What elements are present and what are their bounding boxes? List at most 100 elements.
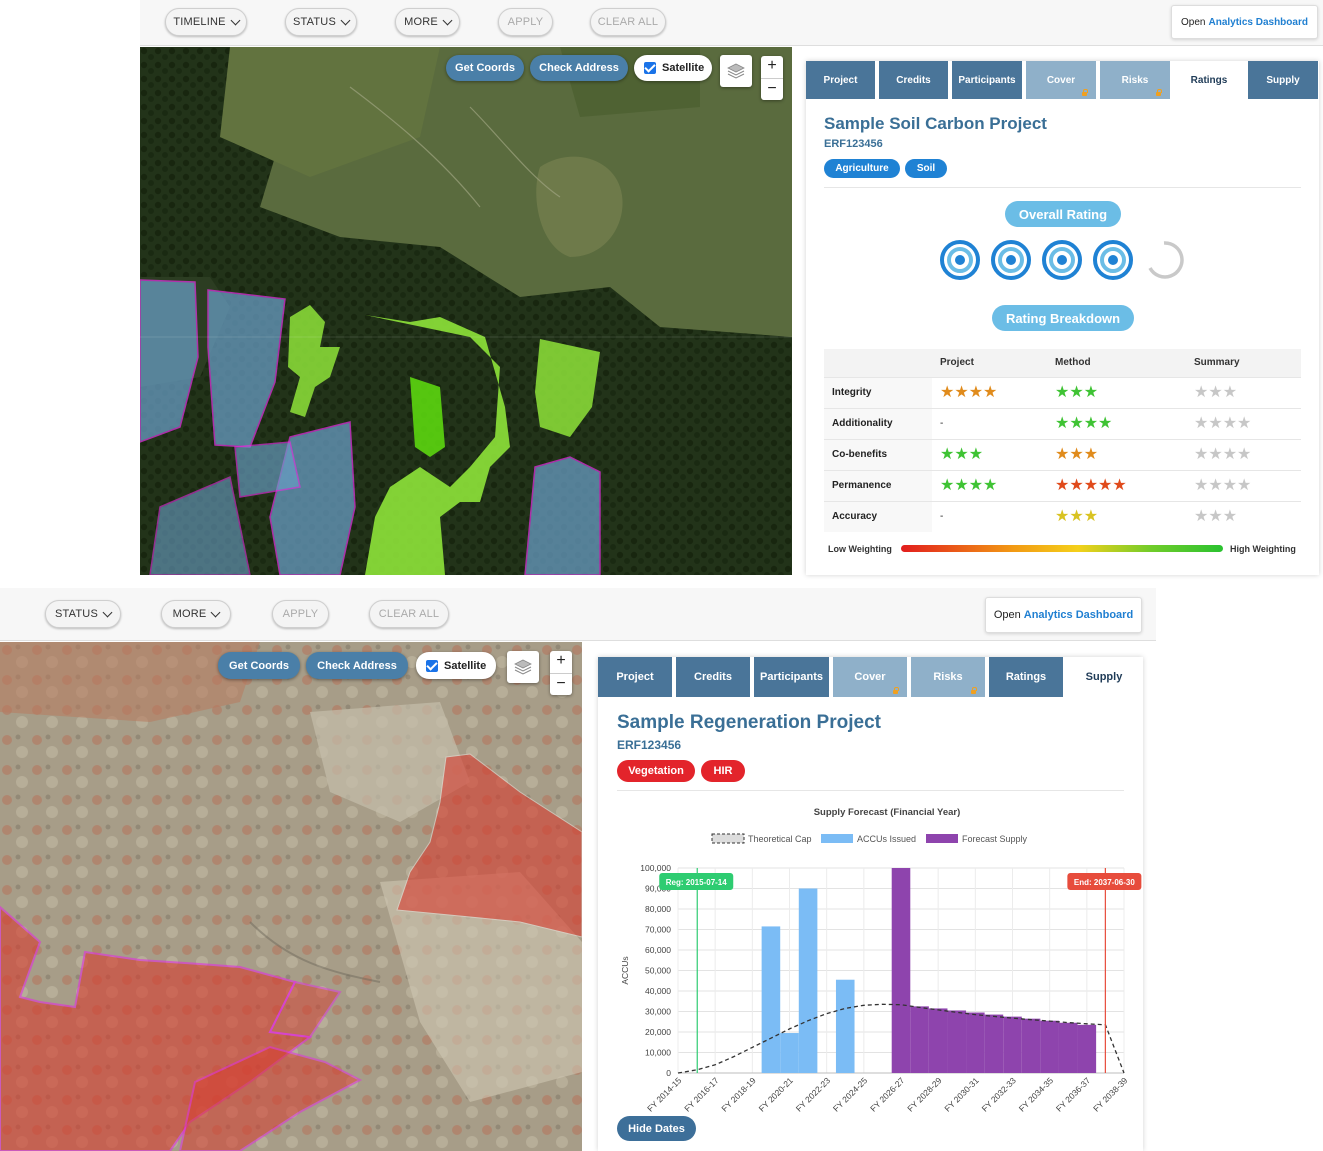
tab-cover[interactable]: Cover bbox=[833, 657, 907, 697]
apply-button[interactable]: APPLY bbox=[272, 600, 329, 628]
bottom-project-panel: Project Credits Participants Cover Risks… bbox=[598, 657, 1143, 1151]
forecast-supply-bar bbox=[910, 1006, 929, 1073]
table-row: Integrity ★★★★ ★★★ ★★★ bbox=[824, 376, 1301, 408]
layers-button[interactable] bbox=[507, 651, 539, 683]
tab-participants[interactable]: Participants bbox=[952, 61, 1022, 99]
apply-button[interactable]: APPLY bbox=[498, 8, 553, 36]
y-tick-label: 60,000 bbox=[645, 945, 671, 955]
check-address-button[interactable]: Check Address bbox=[306, 652, 408, 679]
tab-ratings[interactable]: Ratings bbox=[1174, 61, 1244, 99]
satellite-checkbox[interactable] bbox=[426, 659, 438, 672]
tab-risks[interactable]: Risks bbox=[911, 657, 985, 697]
get-coords-button[interactable]: Get Coords bbox=[218, 652, 300, 679]
tab-project[interactable]: Project bbox=[598, 657, 672, 697]
y-tick-label: 80,000 bbox=[645, 904, 671, 914]
row-label: Integrity bbox=[824, 376, 932, 408]
ratings-table-body: Integrity ★★★★ ★★★ ★★★ Additionality - ★★★★ ★★★… bbox=[824, 376, 1301, 532]
star-rating: ★★★★ bbox=[940, 383, 998, 401]
y-tick-label: 40,000 bbox=[645, 986, 671, 996]
chevron-down-icon bbox=[230, 15, 241, 25]
bottom-map[interactable]: Get Coords Check Address Satellite + − bbox=[0, 642, 582, 1151]
zoom-control: + − bbox=[761, 56, 783, 100]
forecast-supply-bar bbox=[966, 1012, 985, 1073]
check-address-button[interactable]: Check Address bbox=[530, 55, 628, 81]
ratings-table: Project Method Summary Integrity ★★★★ ★★★ ★… bbox=[824, 349, 1301, 532]
table-header bbox=[824, 349, 932, 377]
tab-credits[interactable]: Credits bbox=[879, 61, 948, 99]
project-cell: - bbox=[932, 500, 1047, 532]
forecast-supply-bar bbox=[1003, 1016, 1022, 1073]
star-rating: ★★★★ bbox=[1055, 414, 1113, 432]
status-filter[interactable]: STATUS bbox=[285, 8, 357, 36]
tab-supply[interactable]: Supply bbox=[1248, 61, 1318, 99]
clear-all-button[interactable]: CLEAR ALL bbox=[590, 8, 666, 36]
more-filter[interactable]: MORE bbox=[161, 600, 231, 628]
tag-vegetation: Vegetation bbox=[617, 760, 695, 782]
star-rating: ★★★ bbox=[1194, 507, 1238, 525]
star-rating: ★★★ bbox=[1194, 383, 1238, 401]
top-map[interactable]: Get Coords Check Address Satellite + − bbox=[140, 47, 792, 575]
tab-cover[interactable]: Cover bbox=[1026, 61, 1096, 99]
method-cell: ★★★ bbox=[1047, 500, 1186, 532]
get-coords-label: Get Coords bbox=[229, 659, 289, 672]
get-coords-button[interactable]: Get Coords bbox=[446, 55, 524, 81]
check-address-label: Check Address bbox=[317, 659, 397, 672]
satellite-checkbox[interactable] bbox=[644, 62, 656, 74]
project-cell: ★★★ bbox=[932, 438, 1047, 470]
tab-label: Risks bbox=[1121, 74, 1149, 86]
tab-ratings[interactable]: Ratings bbox=[989, 657, 1063, 697]
dashboard-link-text: Analytics Dashboard bbox=[1023, 609, 1134, 621]
overall-rating-button[interactable]: Overall Rating bbox=[1005, 201, 1121, 227]
tab-supply[interactable]: Supply bbox=[1067, 657, 1141, 697]
project-cell: - bbox=[932, 407, 1047, 439]
forecast-supply-bar bbox=[1021, 1018, 1041, 1073]
y-tick-label: 50,000 bbox=[645, 966, 671, 976]
more-label: MORE bbox=[404, 16, 438, 28]
zoom-in-button[interactable]: + bbox=[556, 652, 566, 669]
analytics-dashboard-link[interactable]: Open Analytics Dashboard bbox=[1171, 5, 1318, 39]
clear-all-button[interactable]: CLEAR ALL bbox=[369, 600, 449, 628]
status-label: STATUS bbox=[293, 16, 336, 28]
legend-swatch bbox=[821, 834, 853, 843]
divider bbox=[824, 187, 1301, 188]
satellite-toggle[interactable]: Satellite bbox=[634, 55, 712, 81]
tab-risks[interactable]: Risks bbox=[1100, 61, 1170, 99]
date-marker-badge bbox=[1067, 873, 1142, 890]
tab-credits[interactable]: Credits bbox=[676, 657, 750, 697]
zoom-out-button[interactable]: − bbox=[761, 78, 783, 100]
star-rating: ★★★★ bbox=[940, 476, 998, 494]
forecast-supply-bar bbox=[928, 1008, 948, 1073]
zoom-in-button[interactable]: + bbox=[767, 57, 777, 74]
tab-label: Cover bbox=[854, 671, 886, 683]
accus-issued-bar bbox=[835, 979, 855, 1073]
zoom-out-button[interactable]: − bbox=[550, 673, 572, 695]
tag-hir: HIR bbox=[701, 760, 745, 782]
tab-project[interactable]: Project bbox=[806, 61, 875, 99]
x-tick-label: FY 2036-37 bbox=[1054, 1075, 1093, 1114]
status-filter[interactable]: STATUS bbox=[45, 600, 121, 628]
layers-button[interactable] bbox=[720, 55, 752, 87]
divider bbox=[617, 790, 1124, 791]
summary-cell: ★★★ bbox=[1186, 500, 1301, 532]
star-rating: ★★★★ bbox=[1194, 414, 1252, 432]
analytics-dashboard-link[interactable]: Open Analytics Dashboard bbox=[985, 597, 1142, 633]
hide-dates-button[interactable]: Hide Dates bbox=[617, 1116, 696, 1141]
x-tick-label: FY 2014-15 bbox=[645, 1075, 684, 1114]
timeline-filter[interactable]: TIMELINE bbox=[165, 8, 247, 36]
more-filter[interactable]: MORE bbox=[395, 8, 460, 36]
chart-title: Supply Forecast (Financial Year) bbox=[814, 807, 961, 818]
y-tick-label: 0 bbox=[666, 1068, 671, 1078]
star-rating: ★★★★ bbox=[1194, 476, 1252, 494]
tab-label: Supply bbox=[1085, 671, 1123, 683]
method-cell: ★★★ bbox=[1047, 376, 1186, 408]
method-cell: ★★★ bbox=[1047, 438, 1186, 470]
star-rating: ★★★ bbox=[940, 445, 984, 463]
top-tabs: Project Credits Participants Cover Risks… bbox=[806, 61, 1318, 99]
rating-breakdown-button[interactable]: Rating Breakdown bbox=[992, 305, 1134, 331]
top-project-panel: Project Credits Participants Cover Risks… bbox=[806, 61, 1319, 575]
accus-issued-bar bbox=[761, 926, 781, 1073]
satellite-toggle[interactable]: Satellite bbox=[416, 652, 496, 679]
tab-label: Credits bbox=[694, 671, 732, 683]
date-marker-label: End: 2037-06-30 bbox=[1074, 878, 1135, 887]
tab-participants[interactable]: Participants bbox=[754, 657, 829, 697]
